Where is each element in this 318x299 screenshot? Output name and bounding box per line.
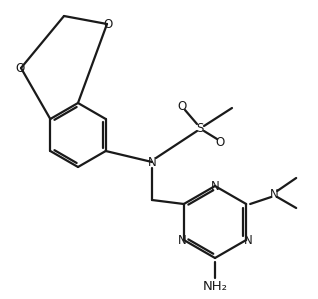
- Text: NH₂: NH₂: [203, 280, 227, 292]
- Text: N: N: [211, 179, 219, 193]
- Text: O: O: [215, 135, 225, 149]
- Text: O: O: [15, 62, 24, 74]
- Text: S: S: [196, 121, 204, 135]
- Text: N: N: [148, 155, 156, 169]
- Text: N: N: [244, 234, 252, 246]
- Text: N: N: [270, 187, 279, 201]
- Text: O: O: [103, 18, 113, 30]
- Text: O: O: [177, 100, 187, 112]
- Text: N: N: [177, 234, 186, 246]
